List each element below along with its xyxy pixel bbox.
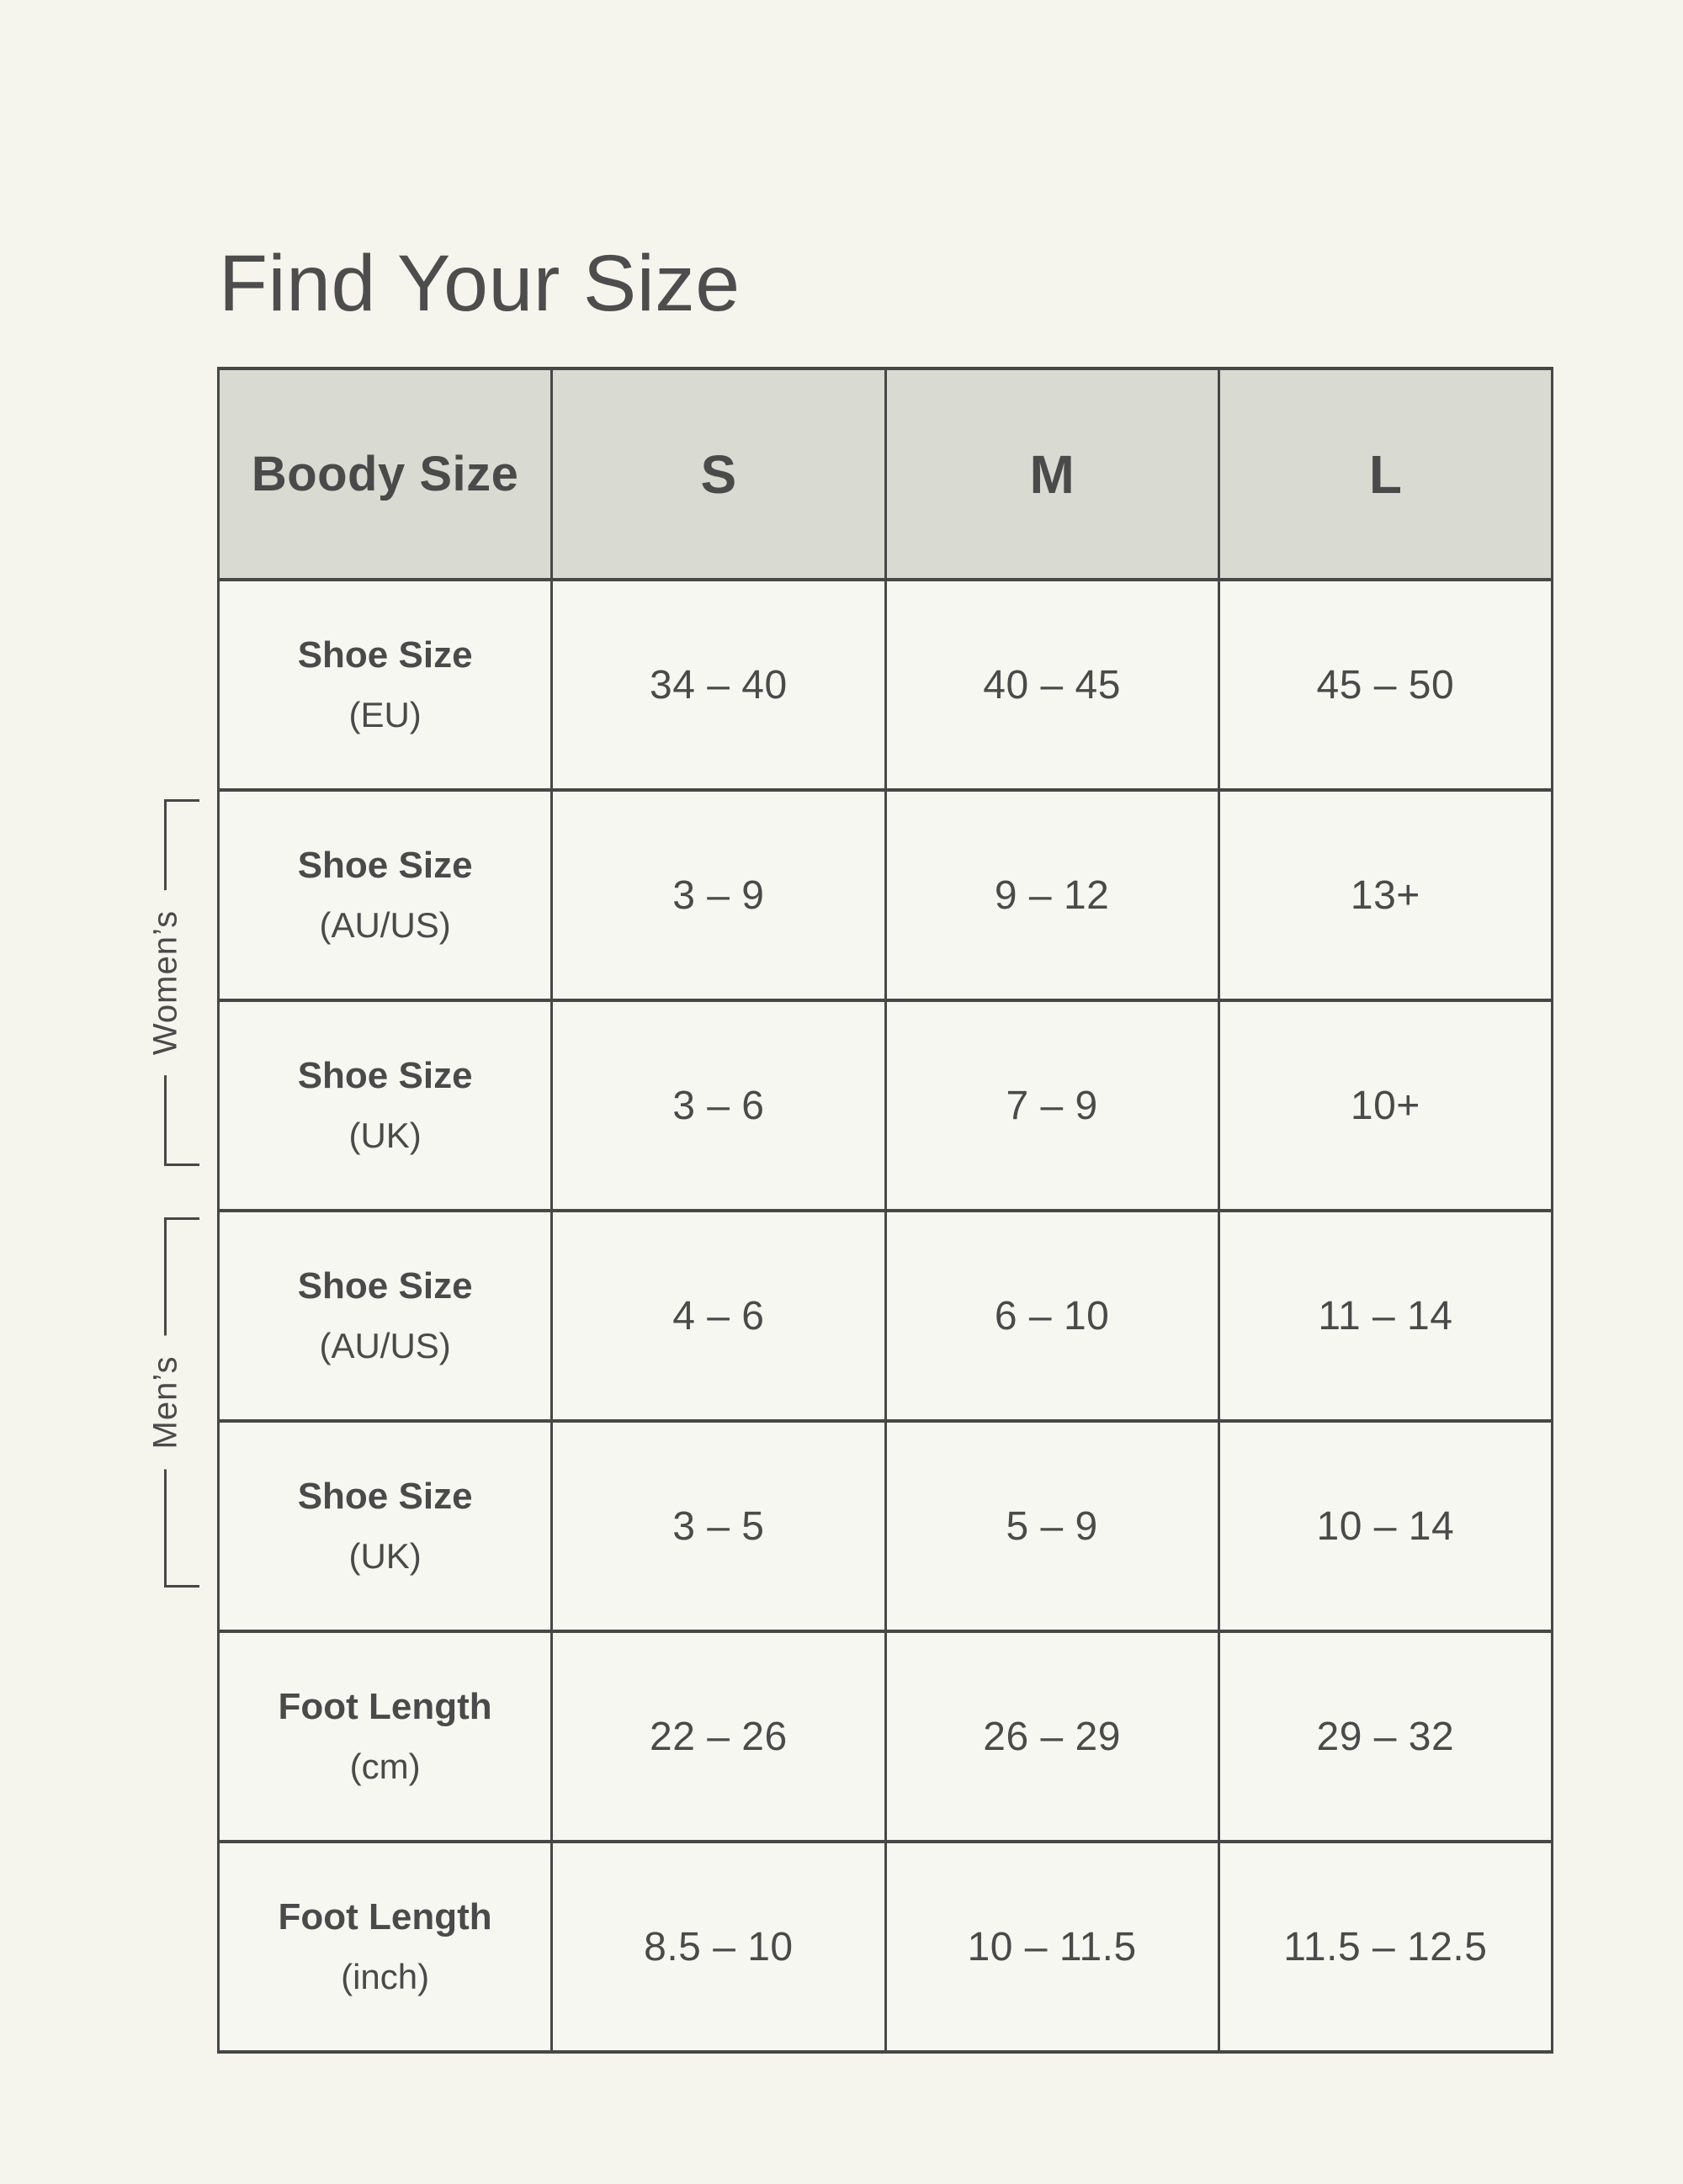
table-header-row: Boody Size S M L — [216, 367, 1554, 581]
row-label: Foot Length — [278, 1896, 492, 1938]
bracket-top-tick — [164, 799, 199, 802]
bracket-top-tick — [164, 1217, 199, 1220]
mens-group-bracket: Men’s — [141, 1217, 199, 1588]
value-cell: 10+ — [1217, 999, 1554, 1212]
value-cell: 5 – 9 — [884, 1419, 1220, 1633]
page-title: Find Your Size — [219, 238, 741, 328]
value-cell: 11.5 – 12.5 — [1217, 1840, 1554, 2054]
row-unit: (UK) — [348, 1116, 422, 1155]
value-cell: 3 – 9 — [550, 788, 887, 1002]
row-header: Shoe Size (EU) — [216, 578, 554, 792]
table-row-womens-shoe-size-uk: Shoe Size (UK) 3 – 6 7 – 9 10+ — [216, 999, 1554, 1212]
row-label: Shoe Size — [297, 1476, 473, 1517]
table-row-mens-shoe-size-uk: Shoe Size (UK) 3 – 5 5 – 9 10 – 14 — [216, 1419, 1554, 1633]
row-unit: (cm) — [349, 1747, 421, 1786]
value-cell: 4 – 6 — [550, 1209, 887, 1423]
value-cell: 10 – 11.5 — [884, 1840, 1220, 2054]
col-header-boody-size: Boody Size — [216, 367, 554, 581]
value-cell: 45 – 50 — [1217, 578, 1554, 792]
value-cell: 22 – 26 — [550, 1630, 887, 1843]
row-label: Shoe Size — [297, 1265, 473, 1307]
row-unit: (AU/US) — [319, 905, 451, 945]
value-cell: 11 – 14 — [1217, 1209, 1554, 1423]
value-cell: 9 – 12 — [884, 788, 1220, 1002]
bracket-bottom-tick — [164, 1164, 199, 1166]
value-cell: 34 – 40 — [550, 578, 887, 792]
row-header: Foot Length (cm) — [216, 1630, 554, 1843]
value-cell: 29 – 32 — [1217, 1630, 1554, 1843]
value-cell: 26 – 29 — [884, 1630, 1220, 1843]
bracket-bottom-tick — [164, 1585, 199, 1588]
value-cell: 40 – 45 — [884, 578, 1220, 792]
table-row-foot-length-cm: Foot Length (cm) 22 – 26 26 – 29 29 – 32 — [216, 1630, 1554, 1843]
mens-group-label: Men’s — [141, 1335, 190, 1470]
row-unit: (UK) — [348, 1536, 422, 1576]
row-header: Shoe Size (UK) — [216, 1419, 554, 1633]
value-cell: 7 – 9 — [884, 999, 1220, 1212]
row-header: Shoe Size (UK) — [216, 999, 554, 1212]
womens-group-label: Women’s — [141, 889, 190, 1076]
table-row-foot-length-inch: Foot Length (inch) 8.5 – 10 10 – 11.5 11… — [216, 1840, 1554, 2054]
row-header: Shoe Size (AU/US) — [216, 1209, 554, 1423]
row-label: Foot Length — [278, 1686, 492, 1727]
row-label: Shoe Size — [297, 845, 473, 886]
value-cell: 6 – 10 — [884, 1209, 1220, 1423]
row-unit: (inch) — [341, 1957, 430, 1996]
table-row-shoe-size-eu: Shoe Size (EU) 34 – 40 40 – 45 45 – 50 — [216, 578, 1554, 792]
row-header: Shoe Size (AU/US) — [216, 788, 554, 1002]
womens-group-bracket: Women’s — [141, 799, 199, 1166]
row-label: Shoe Size — [297, 634, 473, 676]
col-header-size-s: S — [550, 367, 887, 581]
row-unit: (AU/US) — [319, 1326, 451, 1365]
value-cell: 13+ — [1217, 788, 1554, 1002]
table-row-mens-shoe-size-auus: Shoe Size (AU/US) 4 – 6 6 – 10 11 – 14 — [216, 1209, 1554, 1423]
value-cell: 8.5 – 10 — [550, 1840, 887, 2054]
row-header: Foot Length (inch) — [216, 1840, 554, 2054]
value-cell: 3 – 6 — [550, 999, 887, 1212]
value-cell: 3 – 5 — [550, 1419, 887, 1633]
row-label: Shoe Size — [297, 1055, 473, 1096]
size-chart-table: Boody Size S M L Shoe Size (EU) 34 – 40 … — [216, 367, 1554, 2054]
col-header-size-m: M — [884, 367, 1220, 581]
value-cell: 10 – 14 — [1217, 1419, 1554, 1633]
table-row-womens-shoe-size-auus: Shoe Size (AU/US) 3 – 9 9 – 12 13+ — [216, 788, 1554, 1002]
col-header-size-l: L — [1217, 367, 1554, 581]
row-unit: (EU) — [348, 695, 422, 734]
